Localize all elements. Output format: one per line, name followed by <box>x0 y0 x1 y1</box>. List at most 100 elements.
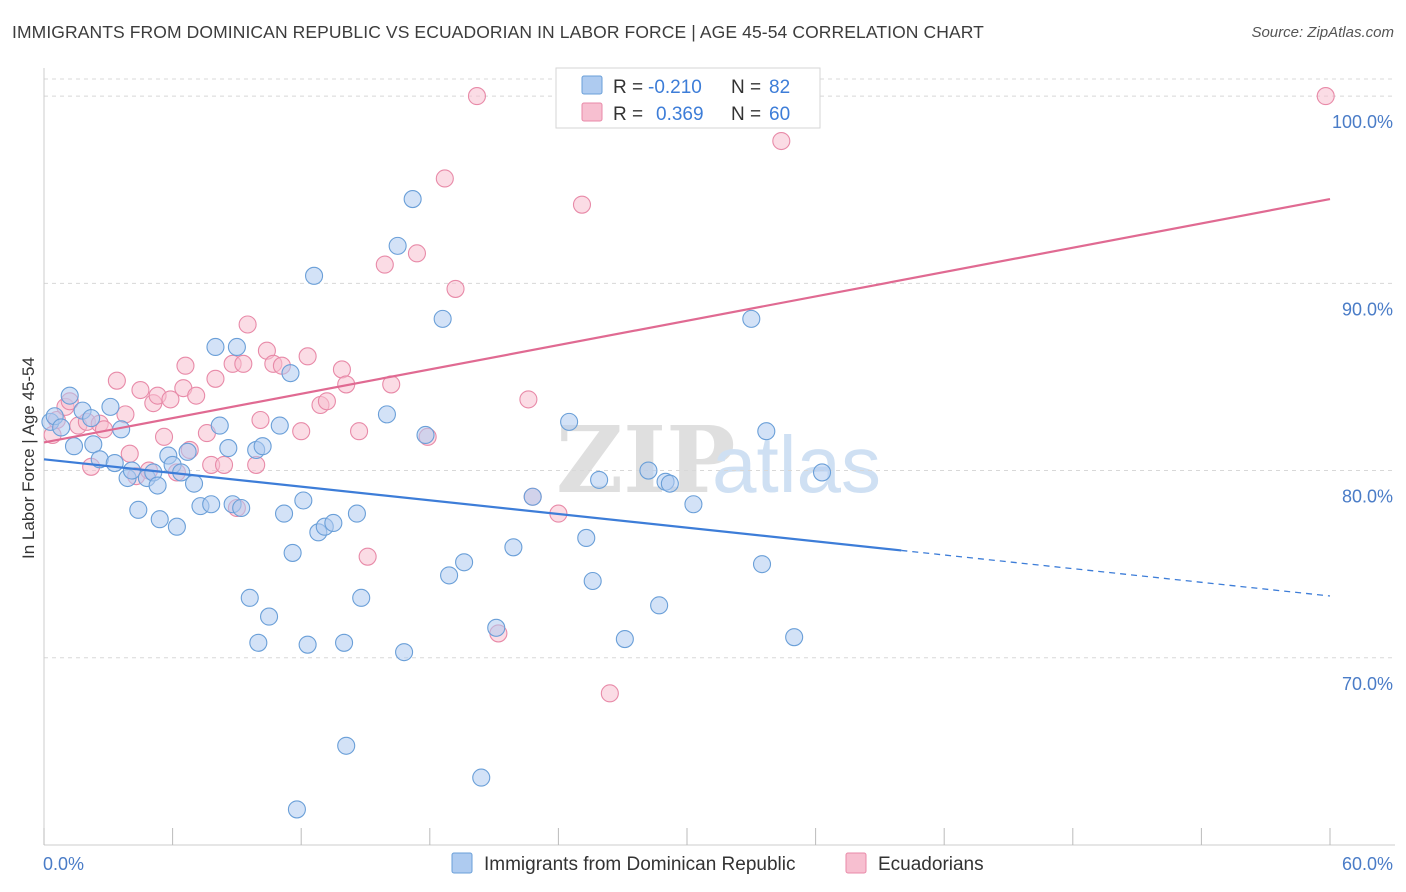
ecuadorian-point <box>350 422 369 441</box>
ecuadorian-point <box>407 244 426 263</box>
legend-swatch-dominican <box>451 852 473 874</box>
ecuadorian-point <box>107 371 126 390</box>
ecuadorian-point <box>435 169 454 188</box>
ecuadorian-point <box>161 390 180 409</box>
dominican-point <box>294 491 313 510</box>
dominican-point <box>275 504 294 523</box>
ecuadorian-point <box>298 347 317 366</box>
ecuadorian-point <box>234 354 253 373</box>
dominican-point <box>259 607 279 626</box>
ecuadorian-point <box>116 405 135 424</box>
dominican-point <box>60 386 79 405</box>
dominican-point <box>324 513 343 533</box>
dominican-point <box>560 412 579 431</box>
dominican-point <box>583 571 602 591</box>
dominican-point <box>122 461 141 480</box>
dominican-point <box>757 422 776 441</box>
ecuadorian-point <box>187 386 206 405</box>
dominican-point <box>219 439 238 458</box>
ecuadorian-point <box>446 279 465 298</box>
ecuadorian-point <box>206 369 225 388</box>
dominican-point <box>240 588 259 607</box>
dominican-point <box>253 437 272 456</box>
stats-n-value-blue: 82 <box>769 77 790 98</box>
dominican-point <box>352 588 371 607</box>
y-tick-label: 100.0% <box>1332 112 1393 132</box>
dominican-point <box>210 416 229 435</box>
series-legend: Immigrants from Dominican Republic Ecuad… <box>451 852 984 875</box>
dominican-point <box>487 618 506 637</box>
dominican-point <box>403 190 422 209</box>
ecuadorian-point <box>154 427 174 446</box>
dominican-point <box>232 498 251 518</box>
dominican-point <box>202 495 221 514</box>
x-tick-label-end: 60.0% <box>1342 854 1393 874</box>
ecuadorian-point <box>375 255 394 274</box>
dominican-point <box>684 495 703 514</box>
ecuadorian-point <box>772 131 791 151</box>
dominican-point <box>281 364 300 383</box>
dominican-trend-line <box>43 458 902 552</box>
dominican-point <box>504 538 523 557</box>
dominican-point <box>639 461 658 480</box>
dominican-point <box>615 629 634 649</box>
watermark-zip: ZIP <box>556 406 735 514</box>
dominican-point <box>150 510 169 529</box>
dominican-point <box>178 442 197 461</box>
legend-swatch-ecuadorians <box>845 852 867 874</box>
stats-n-label-pink: N = <box>731 104 761 125</box>
ecuadorian-point <box>176 356 195 375</box>
ecuadorian-point <box>332 360 351 379</box>
chart-source: Source: ZipAtlas.com <box>1251 24 1394 41</box>
y-tick-label: 70.0% <box>1342 674 1393 694</box>
dominican-point <box>82 409 101 428</box>
dominican-point <box>472 768 491 787</box>
x-tick-label-start: 0.0% <box>43 854 84 874</box>
trend-lines <box>43 197 1331 597</box>
ecuadorian-point <box>572 195 592 214</box>
stats-n-label-blue: N = <box>731 77 761 98</box>
stats-legend: R = -0.210 N = 82 R = 0.369 N = 60 <box>555 67 821 129</box>
dominican-point <box>227 337 246 357</box>
dominican-point <box>206 337 225 357</box>
ecuadorian-point <box>214 455 234 474</box>
dominican-point <box>577 528 596 547</box>
dominican-point <box>752 555 772 574</box>
dominican-point <box>812 463 832 482</box>
stats-r-label-pink: R = <box>613 104 643 125</box>
dominican-point <box>52 418 71 437</box>
ecuadorian-point <box>131 380 150 400</box>
stats-swatch-blue <box>581 75 603 95</box>
dominican-point <box>148 476 167 495</box>
ecuadorians-points <box>43 87 1335 703</box>
dominican-point <box>523 487 542 506</box>
dominican-point <box>184 474 204 493</box>
y-tick-label: 80.0% <box>1342 487 1393 507</box>
y-tick-label: 90.0% <box>1342 299 1393 319</box>
dominican-point <box>335 633 354 652</box>
ecuadorian-point <box>292 422 311 441</box>
ecuadorian-trend-line <box>43 197 1331 444</box>
chart-title: IMMIGRANTS FROM DOMINICAN REPUBLIC VS EC… <box>12 22 984 42</box>
dominican-point <box>416 425 435 445</box>
dominican-point <box>129 500 148 519</box>
axes <box>43 68 1395 846</box>
dominican-point <box>377 405 396 424</box>
ecuadorian-point <box>251 410 270 430</box>
ecuadorian-point <box>600 684 619 703</box>
stats-r-value-pink: 0.369 <box>656 104 704 125</box>
dominican-point <box>270 416 289 435</box>
dominican-point <box>337 736 356 755</box>
ecuadorian-point <box>519 390 538 409</box>
stats-swatch-pink <box>581 102 603 122</box>
dominican-point <box>785 628 804 647</box>
dominican-point <box>105 454 124 473</box>
dominican-point <box>298 635 317 654</box>
dominican-point <box>347 504 366 523</box>
dominican-point <box>305 266 324 285</box>
dominican-trend-line-extension <box>901 549 1331 597</box>
ecuadorian-point <box>317 392 336 411</box>
legend-label-dominican: Immigrants from Dominican Republic <box>484 854 796 875</box>
dominican-point <box>101 397 120 416</box>
